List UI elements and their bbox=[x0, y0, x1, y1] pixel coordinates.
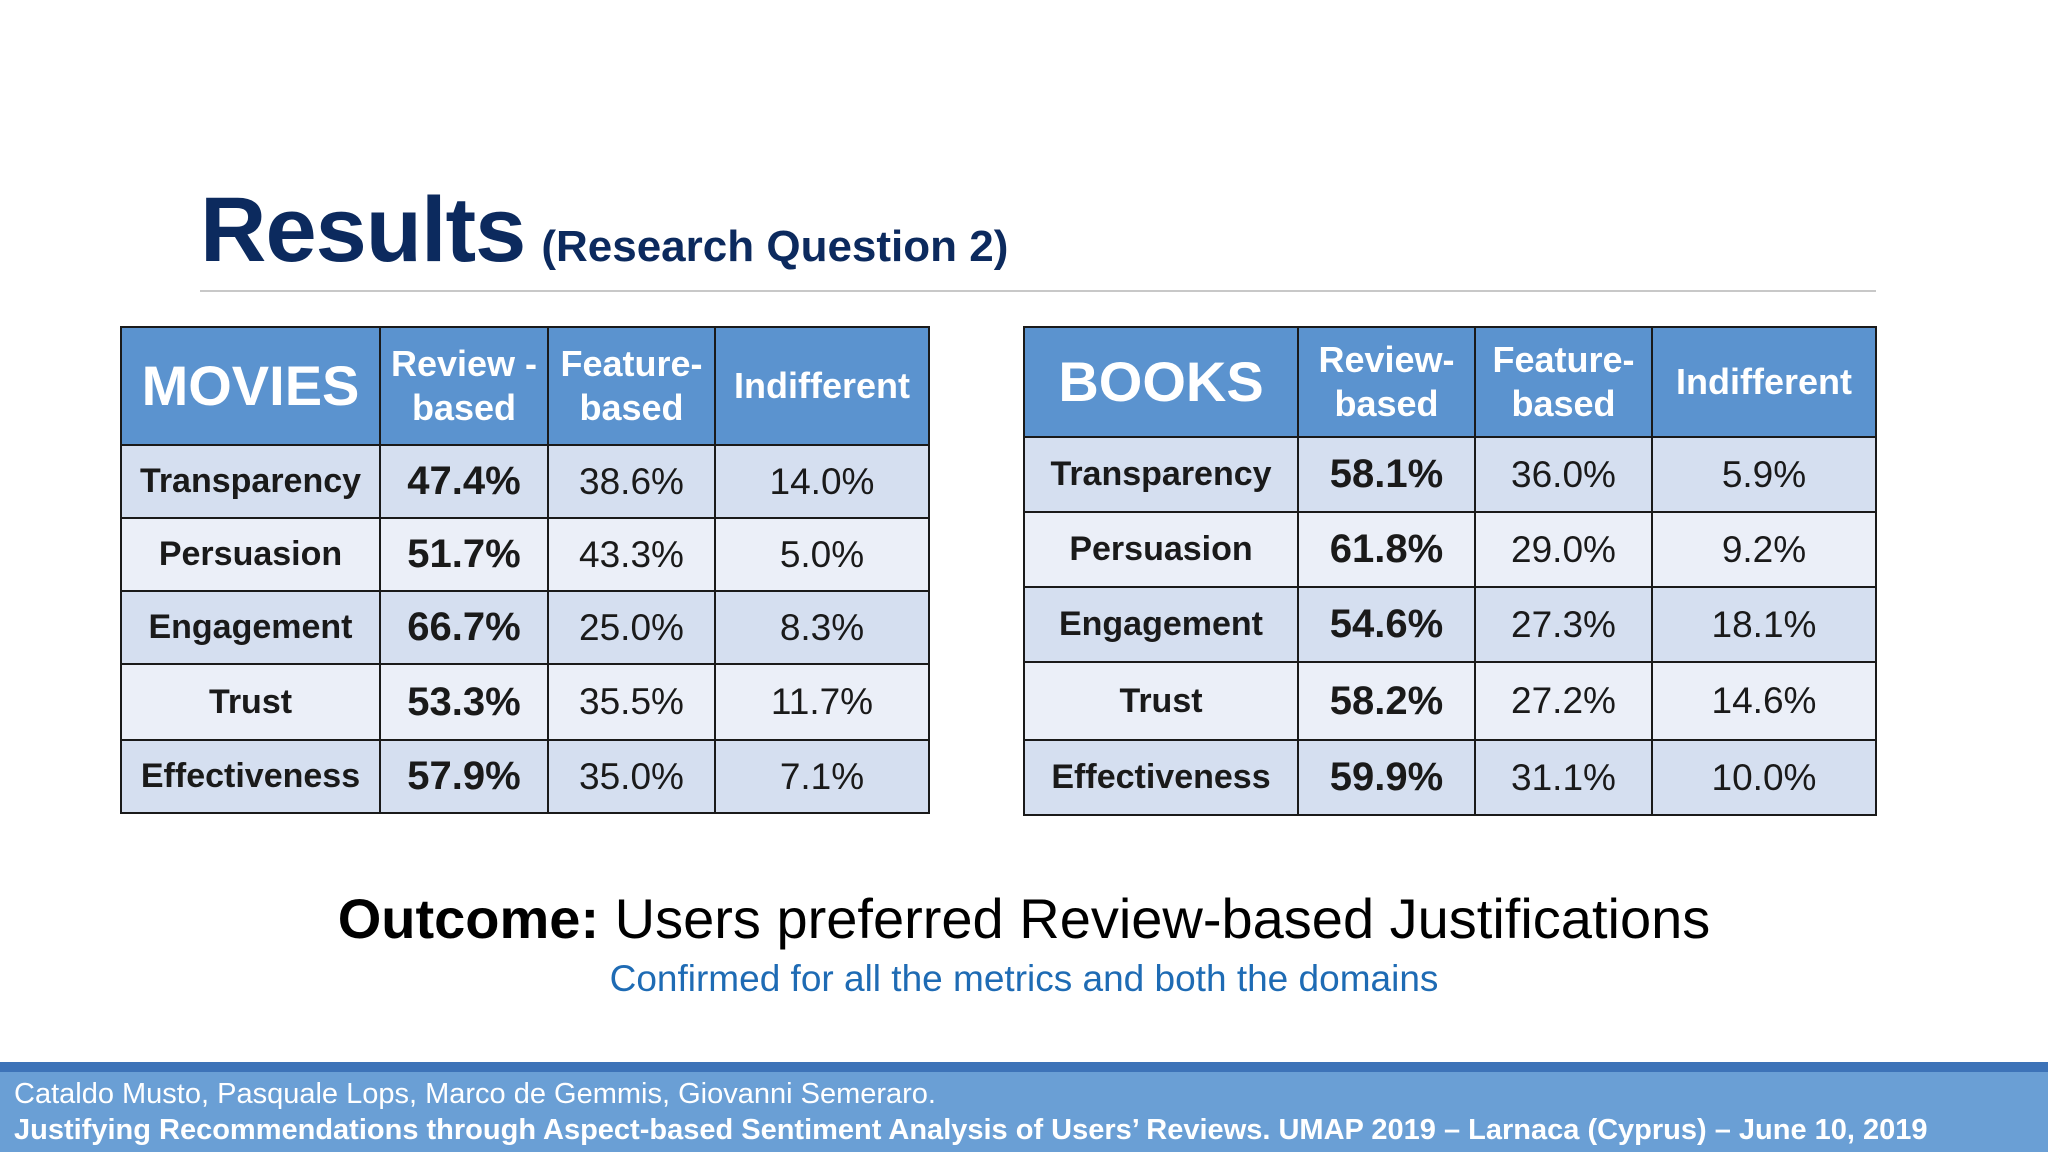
feature-value: 38.6% bbox=[547, 444, 716, 519]
feature-value: 27.3% bbox=[1474, 586, 1653, 663]
table-row: Effectiveness 57.9% 35.0% 7.1% bbox=[120, 739, 930, 814]
books-table: BOOKS Review-based Feature-based Indiffe… bbox=[1023, 326, 1877, 816]
indifferent-value: 14.6% bbox=[1651, 661, 1877, 741]
review-value: 58.2% bbox=[1297, 661, 1476, 741]
feature-value: 27.2% bbox=[1474, 661, 1653, 741]
indifferent-value: 8.3% bbox=[714, 590, 930, 665]
col-indifferent-header: Indifferent bbox=[714, 326, 930, 446]
col-indifferent-header: Indifferent bbox=[1651, 326, 1877, 438]
indifferent-value: 5.9% bbox=[1651, 436, 1877, 513]
metric-label: Transparency bbox=[1023, 436, 1299, 513]
metric-label: Effectiveness bbox=[120, 739, 381, 814]
indifferent-value: 14.0% bbox=[714, 444, 930, 519]
feature-value: 35.0% bbox=[547, 739, 716, 814]
indifferent-value: 11.7% bbox=[714, 663, 930, 741]
domain-header: MOVIES bbox=[120, 326, 381, 446]
col-feature-header: Feature-based bbox=[1474, 326, 1653, 438]
feature-value: 25.0% bbox=[547, 590, 716, 665]
review-value: 57.9% bbox=[379, 739, 549, 814]
domain-header: BOOKS bbox=[1023, 326, 1299, 438]
title-main: Results bbox=[200, 179, 526, 281]
outcome-text: Users preferred Review-based Justificati… bbox=[614, 887, 1711, 950]
col-review-header: Review-based bbox=[1297, 326, 1476, 438]
indifferent-value: 5.0% bbox=[714, 517, 930, 592]
table-header-row: BOOKS Review-based Feature-based Indiffe… bbox=[1023, 326, 1877, 438]
review-value: 53.3% bbox=[379, 663, 549, 741]
table-row: Trust 58.2% 27.2% 14.6% bbox=[1023, 661, 1877, 741]
outcome-lead: Outcome: bbox=[337, 887, 600, 950]
feature-value: 43.3% bbox=[547, 517, 716, 592]
col-feature-header: Feature-based bbox=[547, 326, 716, 446]
review-value: 54.6% bbox=[1297, 586, 1476, 663]
review-value: 61.8% bbox=[1297, 511, 1476, 588]
title-sub: (Research Question 2) bbox=[541, 222, 1009, 271]
footer-citation: Justifying Recommendations through Aspec… bbox=[14, 1114, 1928, 1146]
title-divider bbox=[200, 290, 1876, 292]
table-row: Transparency 47.4% 38.6% 14.0% bbox=[120, 444, 930, 519]
metric-label: Effectiveness bbox=[1023, 739, 1299, 816]
feature-value: 29.0% bbox=[1474, 511, 1653, 588]
feature-value: 35.5% bbox=[547, 663, 716, 741]
table-row: Trust 53.3% 35.5% 11.7% bbox=[120, 663, 930, 741]
metric-label: Trust bbox=[120, 663, 381, 741]
indifferent-value: 18.1% bbox=[1651, 586, 1877, 663]
footer-accent-bar bbox=[0, 1062, 2048, 1072]
indifferent-value: 9.2% bbox=[1651, 511, 1877, 588]
outcome-statement: Outcome: Users preferred Review-based Ju… bbox=[0, 886, 2048, 951]
table-row: Engagement 66.7% 25.0% 8.3% bbox=[120, 590, 930, 665]
metric-label: Engagement bbox=[120, 590, 381, 665]
table-row: Engagement 54.6% 27.3% 18.1% bbox=[1023, 586, 1877, 663]
review-value: 66.7% bbox=[379, 590, 549, 665]
indifferent-value: 10.0% bbox=[1651, 739, 1877, 816]
table-row: Effectiveness 59.9% 31.1% 10.0% bbox=[1023, 739, 1877, 816]
metric-label: Trust bbox=[1023, 661, 1299, 741]
slide-title: Results (Research Question 2) bbox=[200, 178, 1008, 283]
review-value: 59.9% bbox=[1297, 739, 1476, 816]
feature-value: 36.0% bbox=[1474, 436, 1653, 513]
table-row: Persuasion 61.8% 29.0% 9.2% bbox=[1023, 511, 1877, 588]
movies-table: MOVIES Review -based Feature-based Indif… bbox=[120, 326, 930, 814]
outcome-confirmation: Confirmed for all the metrics and both t… bbox=[609, 958, 1439, 999]
review-value: 47.4% bbox=[379, 444, 549, 519]
table-row: Transparency 58.1% 36.0% 5.9% bbox=[1023, 436, 1877, 513]
table-header-row: MOVIES Review -based Feature-based Indif… bbox=[120, 326, 930, 446]
col-review-header: Review -based bbox=[379, 326, 549, 446]
footer: Cataldo Musto, Pasquale Lops, Marco de G… bbox=[0, 1072, 2048, 1152]
indifferent-value: 7.1% bbox=[714, 739, 930, 814]
metric-label: Engagement bbox=[1023, 586, 1299, 663]
metric-label: Transparency bbox=[120, 444, 381, 519]
metric-label: Persuasion bbox=[1023, 511, 1299, 588]
feature-value: 31.1% bbox=[1474, 739, 1653, 816]
review-value: 51.7% bbox=[379, 517, 549, 592]
table-row: Persuasion 51.7% 43.3% 5.0% bbox=[120, 517, 930, 592]
metric-label: Persuasion bbox=[120, 517, 381, 592]
review-value: 58.1% bbox=[1297, 436, 1476, 513]
footer-authors: Cataldo Musto, Pasquale Lops, Marco de G… bbox=[14, 1078, 936, 1110]
